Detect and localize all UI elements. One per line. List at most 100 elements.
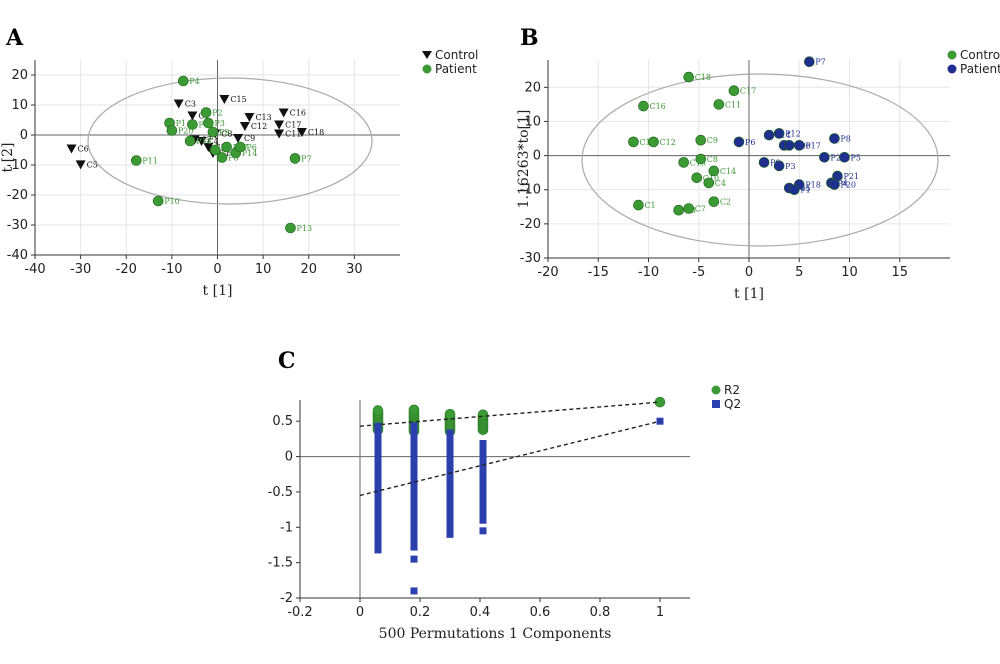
point-label-p15: P15 xyxy=(795,184,811,193)
point-label-p20: P20 xyxy=(178,127,194,136)
data-point-p5 xyxy=(839,151,850,163)
y-tick-label: -1.5 xyxy=(268,556,293,571)
y-tick-label: -20 xyxy=(520,217,541,232)
legend-marker xyxy=(422,64,432,74)
data-point-p9 xyxy=(758,157,770,168)
data-point-c13 xyxy=(244,113,255,122)
point-label-p10: P10 xyxy=(164,197,180,206)
series-q2 xyxy=(359,417,664,595)
data-point-p11 xyxy=(130,155,142,166)
data-point-r2 xyxy=(372,405,384,416)
data-point-p16 xyxy=(209,144,221,156)
point-label-c7: C7 xyxy=(695,205,706,214)
data-point-p7 xyxy=(803,56,815,68)
point-label-c14: C14 xyxy=(219,149,235,158)
point-label-p4: P4 xyxy=(189,77,199,86)
data-point-c11 xyxy=(713,99,725,110)
data-point-r2 xyxy=(477,409,489,421)
data-point-c12 xyxy=(239,122,250,131)
panel-letter: B xyxy=(520,25,539,51)
x-tick-label: 10 xyxy=(841,265,858,280)
data-point-c8 xyxy=(695,153,707,165)
point-label-c7: C7 xyxy=(201,136,212,145)
y-tick-label: -1 xyxy=(280,520,293,535)
data-point-c13 xyxy=(628,136,639,148)
data-point-q2 xyxy=(374,422,382,430)
y-tick-label: -0.5 xyxy=(268,485,293,500)
data-point-p18 xyxy=(184,135,196,147)
y-tick-label: 0 xyxy=(285,450,293,465)
x-tick-label: 30 xyxy=(346,262,363,277)
data-point-q2 xyxy=(410,555,418,563)
data-point-p13 xyxy=(285,222,296,234)
data-point-q2 xyxy=(410,422,418,430)
point-label-p2: P2 xyxy=(830,153,840,162)
data-point-p20 xyxy=(829,179,840,190)
data-point-c3 xyxy=(173,99,184,109)
point-label-p17: P17 xyxy=(805,141,821,150)
series-control: C18C17C16C11C13C12C9C15C8C10C14C4C1C2C3C… xyxy=(628,71,756,216)
point-label-p20: P20 xyxy=(840,181,856,190)
x-tick-label: -40 xyxy=(24,262,45,277)
data-point-c17 xyxy=(728,85,740,97)
data-point-c15 xyxy=(219,95,230,104)
legend-marker xyxy=(422,51,432,59)
data-point-c16 xyxy=(638,100,649,112)
point-label-p11: P11 xyxy=(142,157,158,166)
y-tick-label: -40 xyxy=(7,248,28,263)
data-point-p3 xyxy=(203,117,214,129)
point-label-p8: P8 xyxy=(228,154,238,163)
point-label-p9: P9 xyxy=(219,128,229,137)
data-point-p14 xyxy=(763,129,775,141)
y-tick-label: 0 xyxy=(20,128,28,143)
point-label-c16: C16 xyxy=(290,109,306,118)
x-tick-label: -10 xyxy=(161,262,182,277)
panel-letter: C xyxy=(278,348,296,374)
data-point-c2 xyxy=(708,196,720,207)
series-control: C6C5C3C1C7C4C10C14C8C15C12C13C9C16C17C11… xyxy=(66,95,324,170)
data-point-p10 xyxy=(152,195,164,207)
data-point-q2 xyxy=(479,439,487,447)
data-point-c4 xyxy=(703,177,715,189)
x-tick-label: 0.4 xyxy=(470,605,491,620)
series-patient: P4P2P1P20P3P9P19P18P16P17P14P8P6P7P11P10… xyxy=(130,75,312,234)
legend-marker xyxy=(712,400,720,408)
point-label-c4: C4 xyxy=(715,179,726,188)
data-point-q2 xyxy=(446,429,454,437)
data-point-c6 xyxy=(66,144,77,154)
data-point-c3 xyxy=(673,204,684,216)
point-label-c8: C8 xyxy=(221,130,232,139)
point-label-p3: P3 xyxy=(214,119,224,128)
point-label-p16: P16 xyxy=(795,141,811,150)
x-tick-label: -0.2 xyxy=(287,605,312,620)
point-label-c15: C15 xyxy=(230,95,246,104)
data-point-c17 xyxy=(274,120,285,130)
data-point-p2 xyxy=(200,107,212,118)
y-tick-label: -10 xyxy=(520,183,541,198)
x-tick-label: 10 xyxy=(255,262,272,277)
y-tick-label: -10 xyxy=(7,158,28,173)
x-tick-label: 0 xyxy=(356,605,364,620)
point-label-c18: C18 xyxy=(695,73,711,82)
confidence-ellipse xyxy=(581,73,939,247)
y-tick-label: 10 xyxy=(524,114,541,129)
x-tick-label: 0.6 xyxy=(530,605,551,620)
y-tick-label: -30 xyxy=(520,251,541,266)
legend-marker xyxy=(947,64,957,74)
point-label-c17: C17 xyxy=(740,87,756,96)
point-label-c13: C13 xyxy=(639,138,655,147)
point-label-c9: C9 xyxy=(707,136,718,145)
point-label-p6: P6 xyxy=(745,138,755,147)
x-tick-label: -15 xyxy=(588,265,609,280)
point-label-p7: P7 xyxy=(301,154,311,163)
data-point-p19 xyxy=(187,119,198,130)
point-label-c17: C17 xyxy=(285,121,301,130)
legend-label: R2 xyxy=(724,383,740,397)
data-point-p3 xyxy=(773,160,785,172)
x-tick-label: 20 xyxy=(300,262,317,277)
point-label-c1: C1 xyxy=(644,201,655,210)
point-label-p21: P21 xyxy=(843,172,859,181)
